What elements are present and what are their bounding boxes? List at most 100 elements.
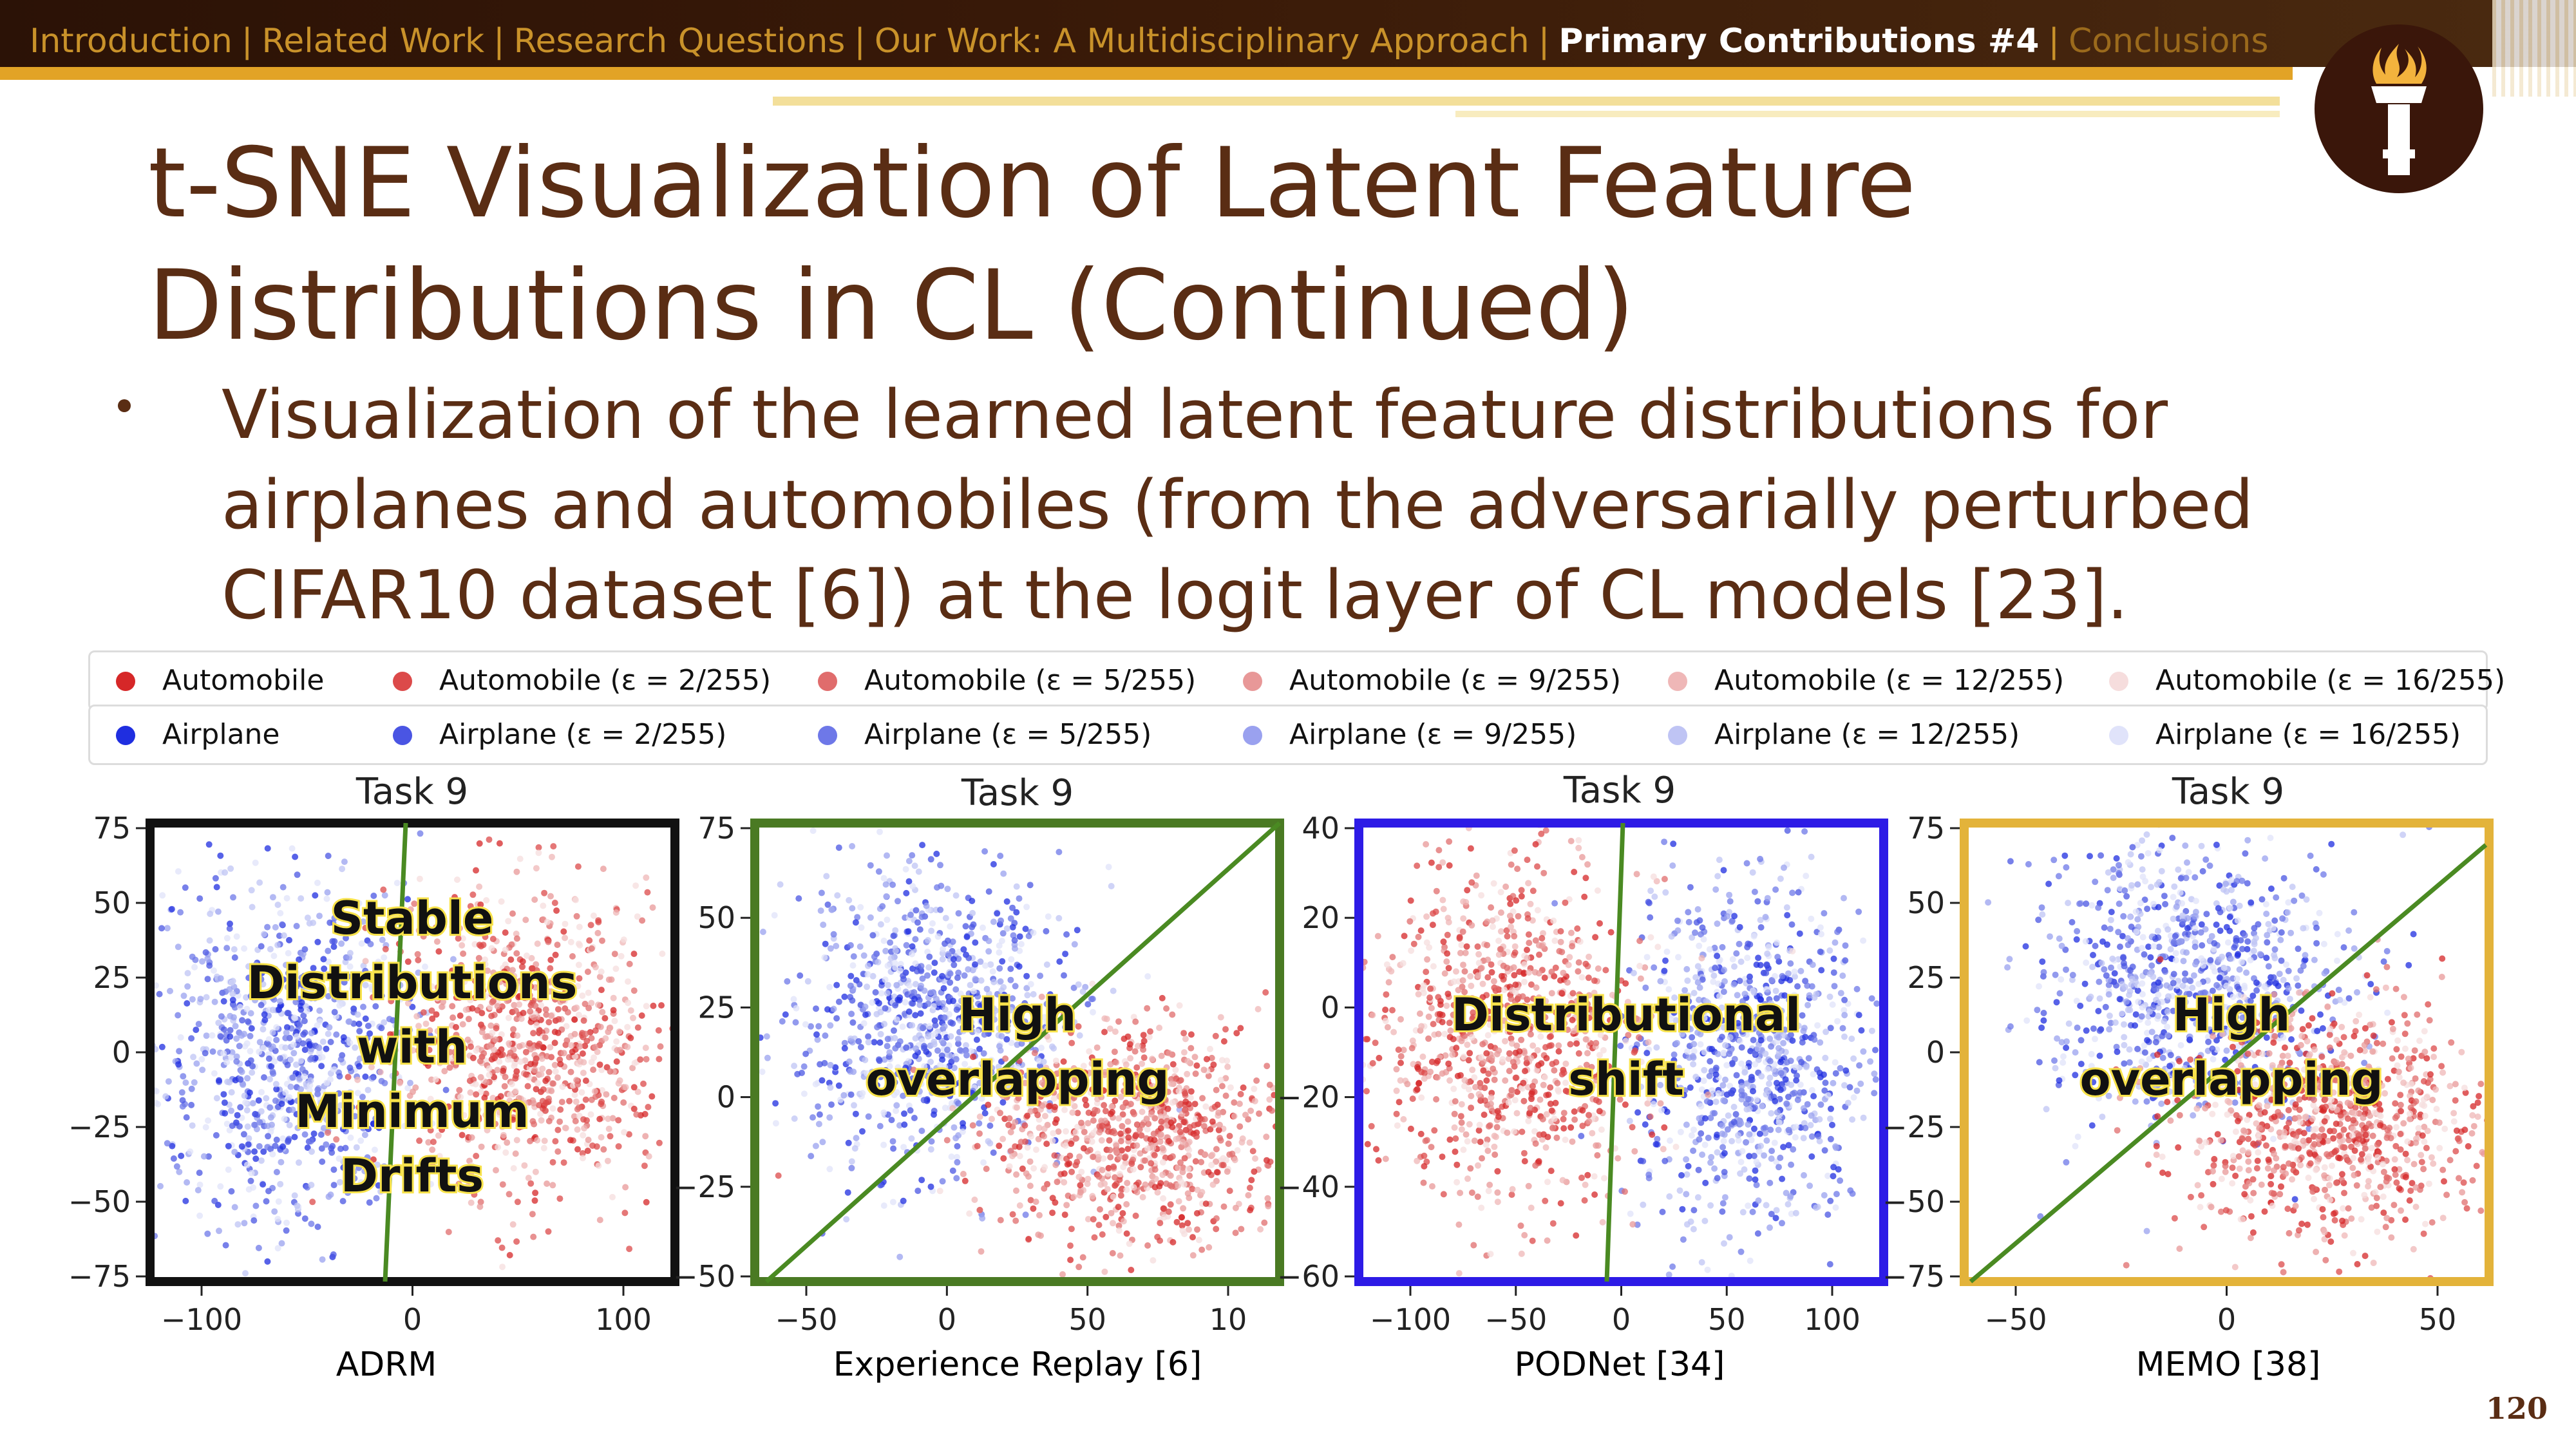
scatter-point: [1133, 1189, 1141, 1196]
scatter-point: [516, 1124, 523, 1131]
nav-item-research-questions[interactable]: Research Questions: [513, 22, 846, 61]
scatter-point: [527, 983, 535, 990]
scatter-point: [1239, 1135, 1246, 1142]
scatter-point: [879, 903, 886, 910]
scatter-point: [556, 1195, 564, 1202]
gold-stripe-light: [773, 97, 2280, 106]
scatter-point: [1098, 1117, 1104, 1124]
nav-item-our-work-a-multidisciplinary-approach[interactable]: Our Work: A Multidisciplinary Approach: [874, 22, 1530, 61]
scatter-point: [1698, 1086, 1705, 1093]
plot-title: Task 9: [961, 772, 1074, 814]
scatter-point: [1089, 996, 1096, 1003]
scatter-point: [1822, 1079, 1829, 1086]
scatter-point: [938, 1091, 945, 1098]
scatter-point: [948, 1100, 955, 1107]
scatter-point: [455, 935, 462, 942]
scatter-point: [955, 955, 962, 962]
scatter-point: [409, 1003, 416, 1010]
scatter-point: [1683, 1156, 1690, 1163]
scatter-point: [1776, 1007, 1783, 1014]
scatter-point: [934, 1047, 941, 1054]
scatter-point: [1726, 1007, 1733, 1014]
scatter-point: [609, 1115, 616, 1122]
scatter-point: [1804, 1101, 1811, 1108]
scatter-point: [1041, 1133, 1048, 1140]
scatter-point: [348, 1097, 355, 1104]
scatter-point: [1039, 1079, 1046, 1086]
scatter-point: [498, 1244, 506, 1251]
scatter-point: [1761, 1001, 1768, 1008]
scatter-point: [1013, 1171, 1020, 1178]
scatter-point: [630, 951, 638, 958]
scatter-point: [440, 1035, 447, 1042]
scatter-point: [1138, 1075, 1145, 1082]
nav-item-primary-contributions-4[interactable]: Primary Contributions #4: [1558, 22, 2040, 61]
scatter-point: [1816, 1138, 1823, 1144]
scatter-point: [931, 960, 938, 967]
scatter-point: [351, 1313, 357, 1320]
scatter-point: [499, 1264, 506, 1271]
scatter-point: [1168, 1183, 1175, 1190]
scatter-point: [314, 1090, 321, 1097]
torch-icon: [2371, 44, 2427, 175]
scatter-point: [1247, 1207, 1254, 1214]
scatter-point: [227, 865, 234, 872]
scatter-point: [1741, 1166, 1748, 1173]
scatter-point: [1007, 976, 1014, 983]
scatter-point: [771, 912, 778, 919]
scatter-point: [1176, 1102, 1183, 1109]
scatter-point: [1139, 1108, 1146, 1115]
scatter-point: [1024, 1144, 1031, 1151]
scatter-point: [1289, 1124, 1296, 1131]
scatter-point: [1159, 994, 1166, 1001]
scatter-point: [270, 952, 278, 960]
scatter-point: [633, 1111, 640, 1118]
scatter-point: [1169, 1153, 1176, 1160]
scatter-point: [1821, 1192, 1828, 1198]
scatter-point: [966, 1066, 973, 1073]
scatter-point: [1018, 1069, 1025, 1076]
scatter-point: [506, 1040, 513, 1047]
scatter-point: [867, 1083, 874, 1090]
scatter-point: [375, 958, 382, 965]
scatter-point: [197, 996, 204, 1003]
scatter-point: [455, 1112, 461, 1119]
nav-item-conclusions[interactable]: Conclusions: [2068, 22, 2269, 61]
scatter-point: [1263, 1157, 1270, 1164]
scatter-point: [926, 1023, 933, 1030]
scatter-point: [547, 965, 554, 972]
scatter-point: [1052, 1057, 1059, 1065]
scatter-point: [1455, 1221, 1463, 1228]
scatter-point: [415, 1047, 422, 1054]
nav-item-introduction[interactable]: Introduction: [30, 22, 232, 61]
scatter-point: [1677, 1084, 1684, 1092]
scatter-point: [940, 985, 947, 992]
scatter-point: [1072, 1135, 1079, 1142]
scatter-point: [482, 933, 489, 940]
scatter-point: [1808, 1086, 1815, 1094]
scatter-point: [1021, 1079, 1028, 1086]
scatter-point: [949, 1167, 956, 1174]
scatter-point: [621, 1129, 628, 1136]
scatter-point: [1333, 1119, 1340, 1126]
scatter-point: [1817, 1039, 1824, 1046]
scatter-point: [269, 1121, 275, 1128]
scatter-point: [196, 1170, 203, 1177]
scatter-point: [997, 1110, 1003, 1117]
scatter-point: [292, 999, 299, 1005]
scatter-point: [256, 1039, 263, 1046]
scatter-point: [1060, 1058, 1067, 1065]
scatter-point: [215, 1019, 222, 1027]
scatter-point: [1646, 1095, 1653, 1102]
scatter-point: [1674, 917, 1681, 924]
scatter-point: [226, 1079, 233, 1086]
nav-item-related-work[interactable]: Related Work: [261, 22, 485, 61]
scatter-point: [513, 1016, 520, 1023]
scatter-point: [582, 1043, 589, 1050]
scatter-point: [1175, 1088, 1182, 1095]
scatter-point: [588, 945, 595, 952]
scatter-point: [1115, 1115, 1122, 1122]
scatter-point: [310, 1130, 317, 1137]
scatter-point: [1804, 982, 1811, 989]
scatter-point: [542, 1006, 549, 1013]
